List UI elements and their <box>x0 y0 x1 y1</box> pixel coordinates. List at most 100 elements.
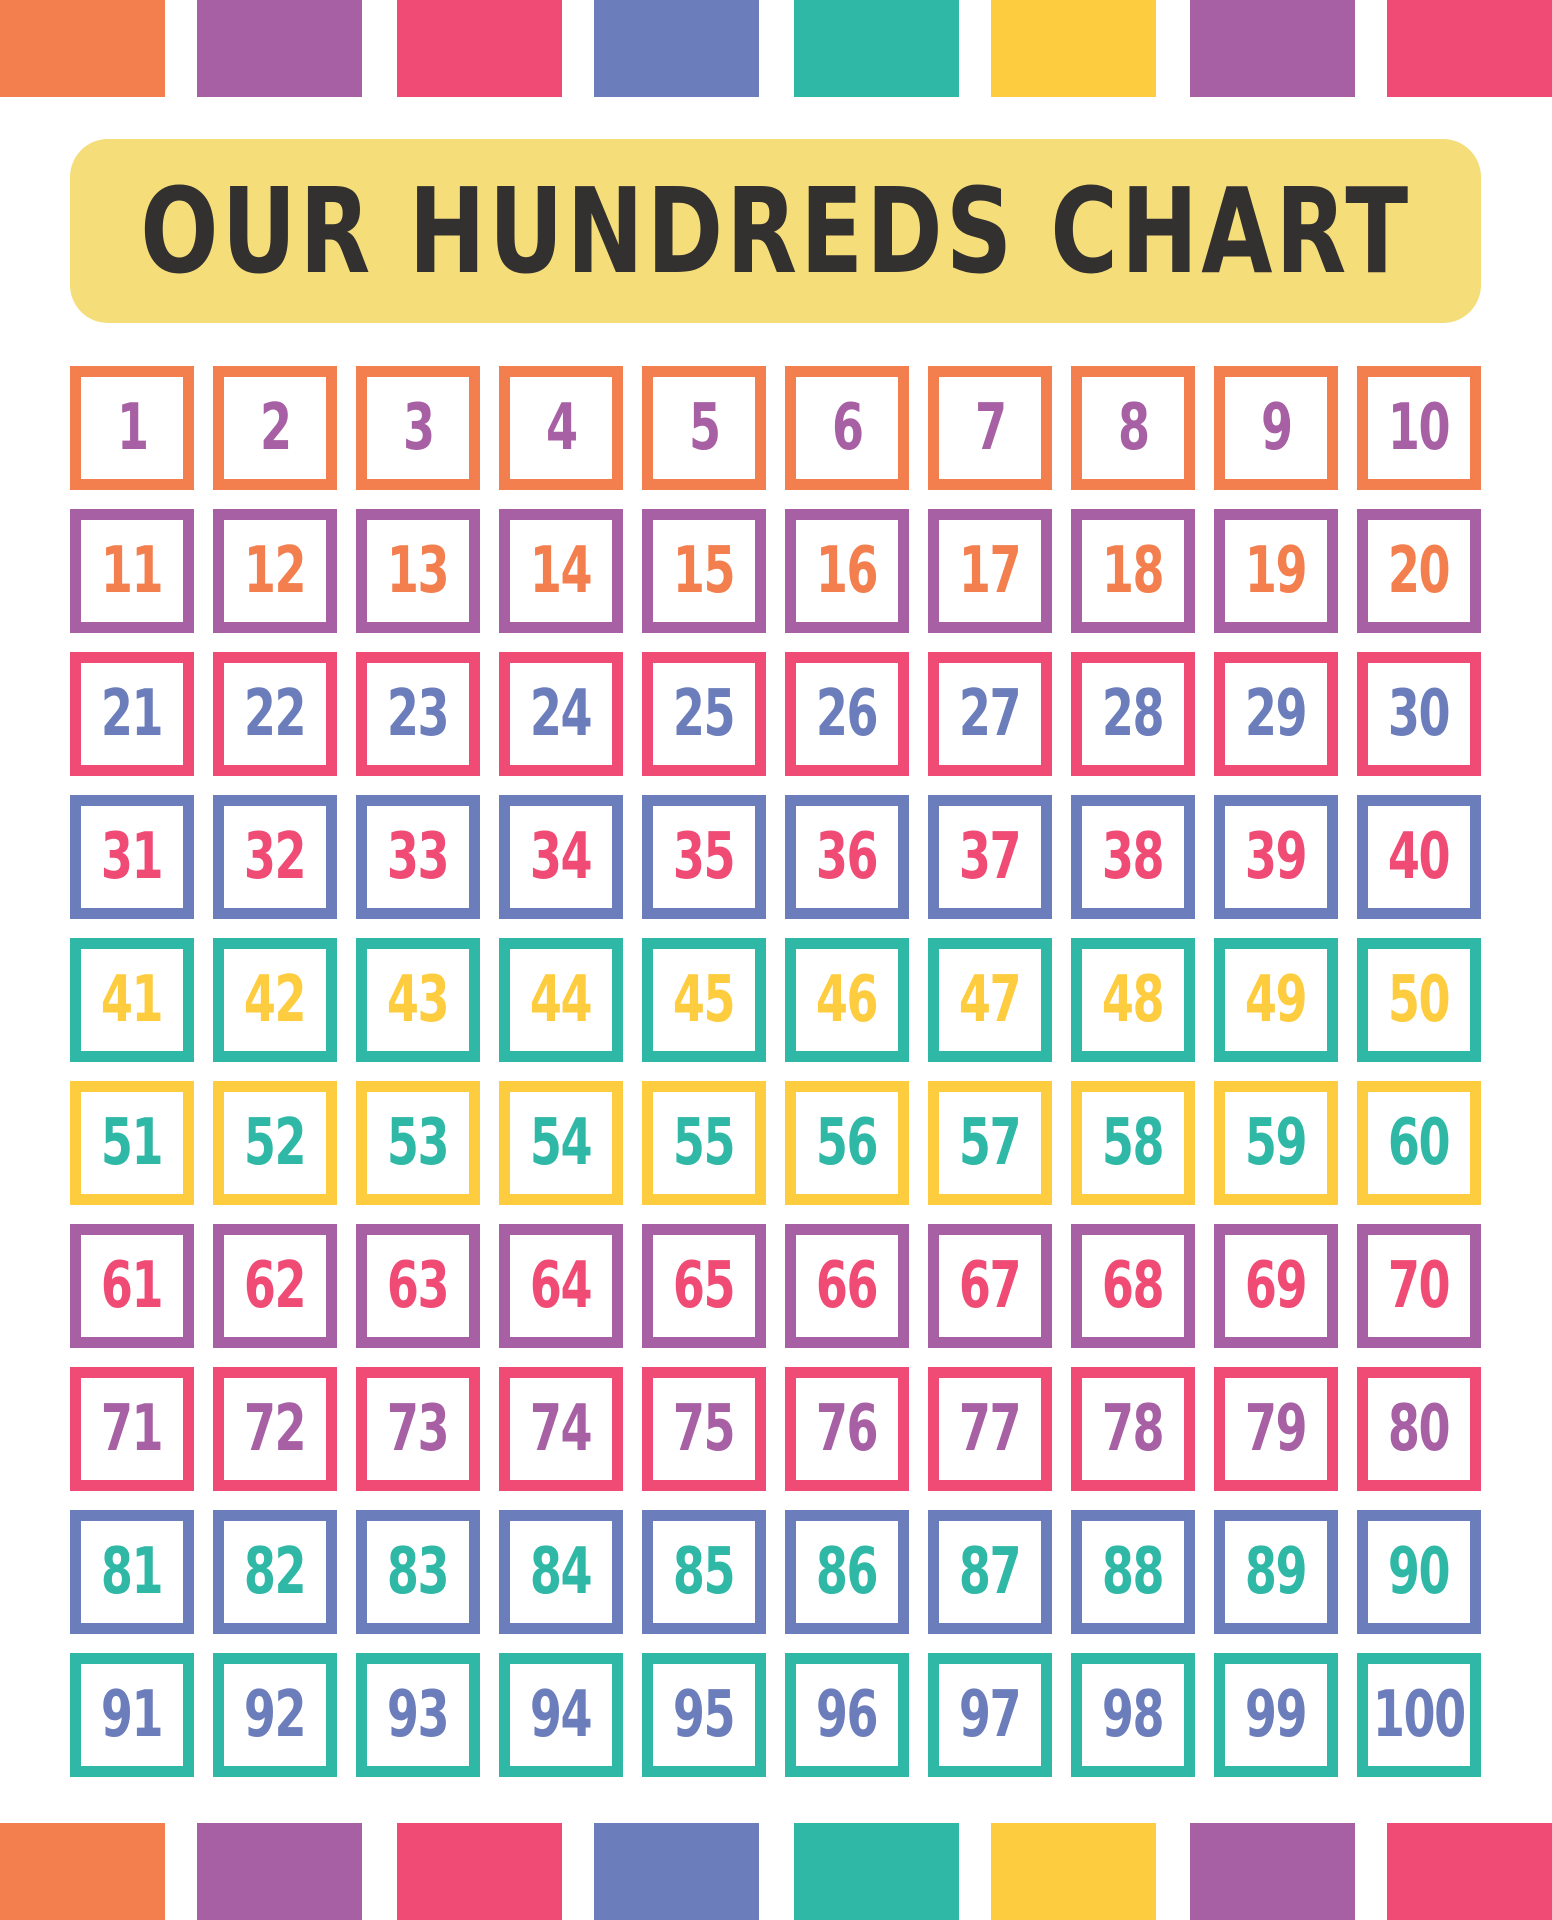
number-label: 21 <box>101 677 164 751</box>
number-label: 85 <box>673 1535 736 1609</box>
number-label: 97 <box>959 1678 1022 1752</box>
number-label: 8 <box>1117 391 1150 465</box>
number-cell: 12 <box>213 509 337 633</box>
number-cell: 1 <box>70 366 194 490</box>
number-label: 23 <box>387 677 450 751</box>
number-cell: 31 <box>70 795 194 919</box>
number-cell: 71 <box>70 1367 194 1491</box>
number-cell-inner: 78 <box>1082 1378 1184 1480</box>
decor-bar <box>0 1823 165 1920</box>
number-cell-inner: 67 <box>939 1235 1041 1337</box>
number-label: 5 <box>688 391 721 465</box>
number-label: 34 <box>530 820 593 894</box>
number-label: 50 <box>1388 963 1451 1037</box>
number-label: 35 <box>673 820 736 894</box>
number-cell-inner: 35 <box>653 806 755 908</box>
number-cell-inner: 77 <box>939 1378 1041 1480</box>
number-cell-inner: 66 <box>796 1235 898 1337</box>
number-cell: 62 <box>213 1224 337 1348</box>
number-label: 53 <box>387 1106 450 1180</box>
number-label: 76 <box>816 1392 879 1466</box>
number-label: 100 <box>1373 1678 1466 1752</box>
number-label: 37 <box>959 820 1022 894</box>
number-cell-inner: 72 <box>224 1378 326 1480</box>
number-cell: 10 <box>1357 366 1481 490</box>
number-cell-inner: 64 <box>510 1235 612 1337</box>
number-label: 70 <box>1388 1249 1451 1323</box>
number-label: 40 <box>1388 820 1451 894</box>
number-cell: 68 <box>1071 1224 1195 1348</box>
number-label: 87 <box>959 1535 1022 1609</box>
number-cell: 86 <box>785 1510 909 1634</box>
number-label: 73 <box>387 1392 450 1466</box>
number-cell: 70 <box>1357 1224 1481 1348</box>
number-cell-inner: 45 <box>653 949 755 1051</box>
number-cell-inner: 19 <box>1225 520 1327 622</box>
bottom-decor-bars <box>0 1823 1552 1920</box>
number-cell-inner: 39 <box>1225 806 1327 908</box>
number-cell: 37 <box>928 795 1052 919</box>
number-cell: 4 <box>499 366 623 490</box>
number-label: 44 <box>530 963 593 1037</box>
number-cell-inner: 42 <box>224 949 326 1051</box>
number-cell-inner: 5 <box>653 377 755 479</box>
number-cell-inner: 92 <box>224 1664 326 1766</box>
number-label: 86 <box>816 1535 879 1609</box>
number-label: 29 <box>1245 677 1308 751</box>
number-cell-inner: 49 <box>1225 949 1327 1051</box>
number-label: 69 <box>1245 1249 1308 1323</box>
number-cell: 98 <box>1071 1653 1195 1777</box>
number-cell: 54 <box>499 1081 623 1205</box>
number-label: 25 <box>673 677 736 751</box>
number-cell: 83 <box>356 1510 480 1634</box>
number-cell: 47 <box>928 938 1052 1062</box>
number-label: 62 <box>244 1249 307 1323</box>
number-cell: 95 <box>642 1653 766 1777</box>
number-label: 24 <box>530 677 593 751</box>
number-label: 47 <box>959 963 1022 1037</box>
number-label: 26 <box>816 677 879 751</box>
number-cell: 38 <box>1071 795 1195 919</box>
number-cell: 74 <box>499 1367 623 1491</box>
number-label: 36 <box>816 820 879 894</box>
number-cell: 89 <box>1214 1510 1338 1634</box>
number-cell: 76 <box>785 1367 909 1491</box>
number-cell-inner: 10 <box>1368 377 1470 479</box>
number-cell-inner: 100 <box>1368 1664 1470 1766</box>
number-label: 7 <box>974 391 1007 465</box>
number-cell: 78 <box>1071 1367 1195 1491</box>
number-label: 56 <box>816 1106 879 1180</box>
decor-bar <box>0 0 165 97</box>
decor-bar <box>197 1823 362 1920</box>
number-cell: 15 <box>642 509 766 633</box>
number-label: 14 <box>530 534 593 608</box>
number-cell: 94 <box>499 1653 623 1777</box>
number-cell-inner: 58 <box>1082 1092 1184 1194</box>
number-cell-inner: 24 <box>510 663 612 765</box>
number-cell-inner: 31 <box>81 806 183 908</box>
number-cell-inner: 8 <box>1082 377 1184 479</box>
number-cell: 42 <box>213 938 337 1062</box>
number-cell: 17 <box>928 509 1052 633</box>
number-cell-inner: 57 <box>939 1092 1041 1194</box>
number-cell: 84 <box>499 1510 623 1634</box>
number-cell: 34 <box>499 795 623 919</box>
number-cell: 77 <box>928 1367 1052 1491</box>
number-cell: 9 <box>1214 366 1338 490</box>
number-cell-inner: 81 <box>81 1521 183 1623</box>
number-cell-inner: 33 <box>367 806 469 908</box>
number-cell-inner: 91 <box>81 1664 183 1766</box>
number-cell: 46 <box>785 938 909 1062</box>
number-label: 48 <box>1102 963 1165 1037</box>
number-cell-inner: 44 <box>510 949 612 1051</box>
number-cell: 58 <box>1071 1081 1195 1205</box>
number-label: 67 <box>959 1249 1022 1323</box>
number-label: 58 <box>1102 1106 1165 1180</box>
decor-bar <box>1190 0 1355 97</box>
top-decor-bars <box>0 0 1552 97</box>
number-cell: 24 <box>499 652 623 776</box>
number-label: 42 <box>244 963 307 1037</box>
number-cell: 96 <box>785 1653 909 1777</box>
number-cell: 26 <box>785 652 909 776</box>
number-cell-inner: 3 <box>367 377 469 479</box>
